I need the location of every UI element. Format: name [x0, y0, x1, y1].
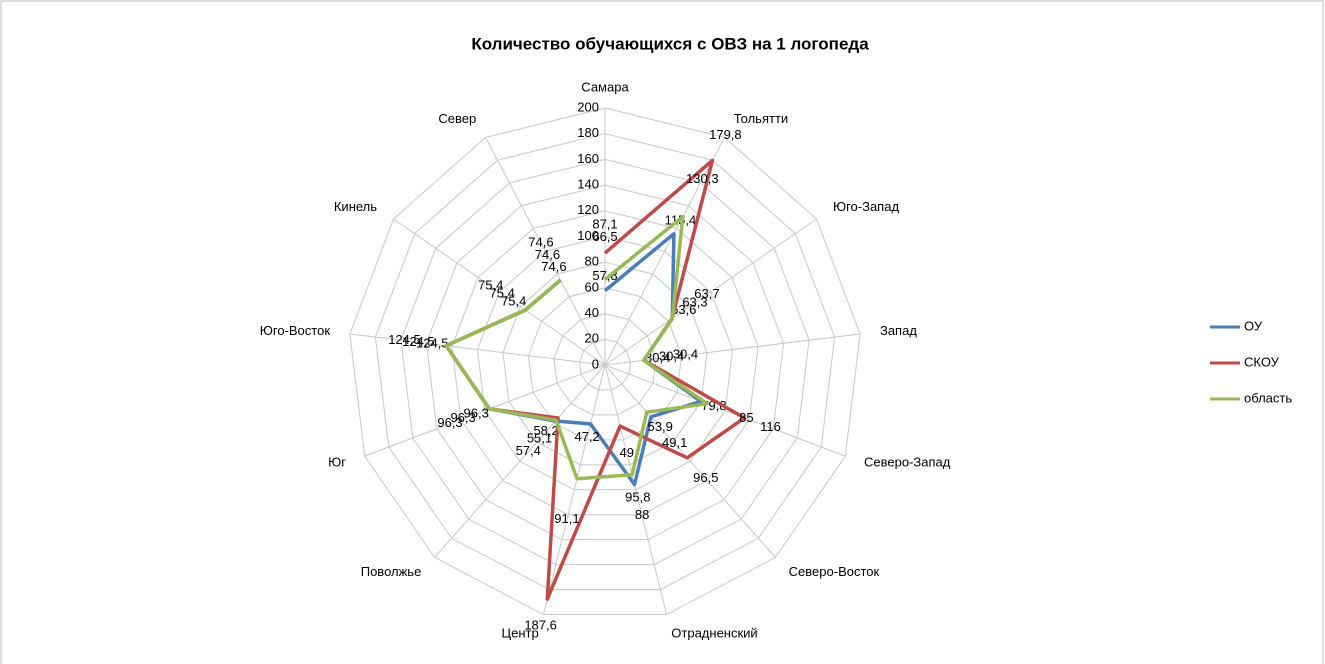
data-label: 124,5 — [402, 334, 435, 349]
r-tick-label: 40 — [585, 305, 599, 320]
data-label: 88 — [635, 507, 649, 522]
r-tick-label: 60 — [585, 279, 599, 294]
category-label: Поволжье — [361, 564, 422, 579]
r-tick-label: 80 — [585, 254, 599, 269]
grid-ring — [553, 313, 657, 416]
r-tick-label: 120 — [577, 202, 599, 217]
data-label: 96,3 — [437, 415, 462, 430]
category-label: Центр — [501, 625, 538, 640]
spoke — [604, 137, 725, 366]
spoke — [604, 333, 861, 366]
data-label: 55,1 — [527, 430, 552, 445]
spoke — [604, 364, 776, 558]
category-label: Север — [438, 111, 476, 126]
data-label: 57,8 — [592, 268, 617, 283]
grid-ring — [349, 107, 861, 616]
data-label: 95,8 — [625, 490, 650, 505]
data-label: 87,1 — [592, 217, 617, 232]
data-label: 75,4 — [490, 285, 515, 300]
spoke — [543, 364, 606, 615]
data-label: 30,4 — [673, 347, 698, 362]
legend-label: СКОУ — [1244, 354, 1280, 369]
r-tick-label: 180 — [577, 125, 599, 140]
data-label: 91,1 — [554, 511, 579, 526]
data-label: 74,6 — [528, 234, 553, 249]
data-label: 53,9 — [648, 419, 673, 434]
data-label: 96,3 — [464, 405, 489, 420]
data-label: 74,6 — [541, 259, 566, 274]
data-label: 74,6 — [535, 247, 560, 262]
r-tick-label: 200 — [577, 99, 599, 114]
data-label: 79,8 — [701, 398, 726, 413]
data-label: 187,6 — [524, 618, 557, 633]
category-label: Самара — [581, 79, 629, 94]
chart-title: Количество обучающихся с ОВЗ на 1 логопе… — [471, 34, 869, 53]
spoke — [349, 333, 606, 366]
data-label: 130,3 — [686, 171, 719, 186]
data-label: 96,5 — [693, 470, 718, 485]
r-tick-label: 20 — [585, 331, 599, 346]
grid-ring — [400, 158, 810, 566]
category-label: Юго-Восток — [260, 323, 331, 338]
grid-ring — [527, 287, 683, 441]
spoke — [485, 137, 606, 366]
spoke — [604, 218, 817, 366]
spoke — [604, 364, 846, 457]
category-label: Тольятти — [734, 111, 788, 126]
category-label: Северо-Восток — [789, 564, 880, 579]
data-label: 179,8 — [709, 127, 742, 142]
r-tick-label: 100 — [577, 228, 599, 243]
data-label: 66,5 — [592, 229, 617, 244]
data-label: 57,4 — [516, 443, 541, 458]
spoke — [393, 218, 606, 366]
grid-ring — [425, 184, 785, 541]
data-label: 49,1 — [662, 435, 687, 450]
data-label: 96,3 — [450, 410, 475, 425]
category-label: Кинель — [334, 199, 377, 214]
spoke — [364, 364, 606, 457]
grid-ring — [476, 235, 734, 491]
data-label: 75,4 — [501, 293, 526, 308]
category-label: Юг — [328, 455, 346, 470]
data-label: 85 — [739, 410, 753, 425]
legend-label: ОУ — [1244, 318, 1263, 333]
data-label: 30,4 — [659, 348, 684, 363]
r-tick-label: 140 — [577, 177, 599, 192]
data-label: 58,2 — [533, 423, 558, 438]
grid-ring — [374, 133, 836, 591]
legend-label: область — [1244, 390, 1292, 405]
grid-ring — [451, 210, 759, 516]
r-tick-label: 160 — [577, 151, 599, 166]
data-label: 63,3 — [682, 294, 707, 309]
data-label: 116 — [760, 419, 781, 434]
data-label: 63,7 — [694, 286, 719, 301]
category-label: Отрадненский — [671, 625, 757, 640]
spoke — [434, 364, 606, 558]
data-label: 30,4 — [645, 350, 670, 365]
data-label: 49 — [620, 445, 634, 460]
series-line — [444, 214, 709, 481]
category-label: Запад — [880, 323, 917, 338]
category-label: Юго-Запад — [833, 199, 900, 214]
data-label: 124,5 — [416, 335, 449, 350]
data-label: 63,6 — [671, 302, 696, 317]
data-label: 47,2 — [574, 429, 599, 444]
data-label: 75,4 — [478, 278, 503, 293]
grid-ring — [578, 338, 632, 391]
category-label: Северо-Запад — [864, 455, 951, 470]
data-label: 124,5 — [388, 332, 421, 347]
r-tick-label: 0 — [592, 356, 599, 371]
spoke — [604, 364, 667, 615]
